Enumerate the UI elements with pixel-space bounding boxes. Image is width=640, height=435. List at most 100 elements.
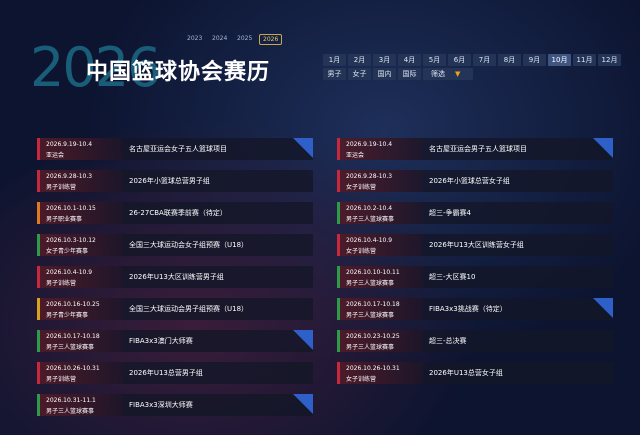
date-box: 2026.10.1-10.15 男子职业赛事 xyxy=(37,202,123,224)
event-row[interactable]: 2026.10.3-10.12 女子青少年赛事 全国三大球运动会女子组预赛（U18） xyxy=(37,234,313,256)
event-row[interactable]: 2026.10.1-10.15 男子职业赛事 26-27CBA联赛季前赛（待定） xyxy=(37,202,313,224)
event-name: 26-27CBA联赛季前赛（待定） xyxy=(129,209,227,217)
event-badge xyxy=(593,138,613,158)
date-box: 2026.10.4-10.9 女子训练营 xyxy=(337,234,423,256)
event-category: 女子训练营 xyxy=(346,248,377,255)
filter-button[interactable]: 筛选 ▼ xyxy=(423,68,473,80)
event-row[interactable]: 2026.10.17-10.18 男子三人篮球赛事 FIBA3x3挑战赛（待定） xyxy=(337,298,613,320)
event-date: 2026.10.17-10.18 xyxy=(346,301,400,308)
event-row[interactable]: 2026.10.10-10.11 男子三人篮球赛事 超三-大区赛10 xyxy=(337,266,613,288)
event-row[interactable]: 2026.9.19-10.4 亚运会 名古屋亚运会女子五人篮球项目 xyxy=(37,138,313,160)
date-box: 2026.10.17-10.18 男子三人篮球赛事 xyxy=(37,330,123,352)
event-date: 2026.10.4-10.9 xyxy=(46,269,93,276)
filter-label: 筛选 xyxy=(431,70,445,78)
event-category: 男子三人篮球赛事 xyxy=(346,280,395,287)
event-name: 名古屋亚运会女子五人篮球项目 xyxy=(129,145,227,153)
month-tab[interactable]: 7月 xyxy=(473,54,496,66)
event-category: 男子青少年赛事 xyxy=(46,312,89,319)
year-tab[interactable]: 2023 xyxy=(187,35,203,42)
month-tab[interactable]: 9月 xyxy=(523,54,546,66)
event-date: 2026.10.4-10.9 xyxy=(346,237,393,244)
event-date: 2026.10.10-10.11 xyxy=(346,269,400,276)
event-date: 2026.10.26-10.31 xyxy=(46,365,100,372)
event-name: 超三-争霸赛4 xyxy=(429,209,471,217)
event-category: 男子训练营 xyxy=(46,376,77,383)
event-date: 2026.10.17-10.18 xyxy=(46,333,100,340)
month-tab[interactable]: 3月 xyxy=(373,54,396,66)
event-category: 亚运会 xyxy=(46,152,65,159)
month-tab[interactable]: 5月 xyxy=(423,54,446,66)
event-date: 2026.10.23-10.25 xyxy=(346,333,400,340)
filter-tab[interactable]: 国际 xyxy=(398,68,421,80)
date-box: 2026.10.4-10.9 男子训练营 xyxy=(37,266,123,288)
event-name: 名古屋亚运会男子五人篮球项目 xyxy=(429,145,527,153)
page-title: 中国篮球协会赛历 xyxy=(86,60,271,85)
event-category: 女子训练营 xyxy=(346,184,377,191)
date-box: 2026.10.2-10.4 男子三人篮球赛事 xyxy=(337,202,423,224)
event-date: 2026.9.28-10.3 xyxy=(46,173,93,180)
date-box: 2026.10.23-10.25 男子三人篮球赛事 xyxy=(337,330,423,352)
event-row[interactable]: 2026.10.31-11.1 男子三人篮球赛事 FIBA3x3深圳大师赛 xyxy=(37,394,313,416)
month-tab[interactable]: 4月 xyxy=(398,54,421,66)
month-tab[interactable]: 1月 xyxy=(323,54,346,66)
event-category: 男子三人篮球赛事 xyxy=(346,344,395,351)
event-category: 男子三人篮球赛事 xyxy=(346,312,395,319)
event-row[interactable]: 2026.10.26-10.31 男子训练营 2026年U13总营男子组 xyxy=(37,362,313,384)
event-row[interactable]: 2026.10.2-10.4 男子三人篮球赛事 超三-争霸赛4 xyxy=(337,202,613,224)
event-row[interactable]: 2026.10.4-10.9 女子训练营 2026年U13大区训练营女子组 xyxy=(337,234,613,256)
event-row[interactable]: 2026.10.17-10.18 男子三人篮球赛事 FIBA3x3澳门大师赛 xyxy=(37,330,313,352)
event-row[interactable]: 2026.9.19-10.4 亚运会 名古屋亚运会男子五人篮球项目 xyxy=(337,138,613,160)
event-name: 全国三大球运动会女子组预赛（U18） xyxy=(129,241,249,249)
date-box: 2026.10.31-11.1 男子三人篮球赛事 xyxy=(37,394,123,416)
month-tab[interactable]: 8月 xyxy=(498,54,521,66)
event-category: 男子训练营 xyxy=(46,184,77,191)
event-category: 男子三人篮球赛事 xyxy=(46,344,95,351)
event-name: 超三-大区赛10 xyxy=(429,273,476,281)
date-box: 2026.9.19-10.4 亚运会 xyxy=(337,138,423,160)
event-category: 男子训练营 xyxy=(46,280,77,287)
event-row[interactable]: 2026.10.23-10.25 男子三人篮球赛事 超三-总决赛 xyxy=(337,330,613,352)
event-name: FIBA3x3澳门大师赛 xyxy=(129,337,193,345)
event-date: 2026.10.2-10.4 xyxy=(346,205,393,212)
filter-tab[interactable]: 女子 xyxy=(348,68,371,80)
event-row[interactable]: 2026.9.28-10.3 男子训练营 2026年小篮球总营男子组 xyxy=(37,170,313,192)
event-name: 2026年U13总营男子组 xyxy=(129,369,203,377)
event-date: 2026.10.3-10.12 xyxy=(46,237,96,244)
event-name: 2026年U13总营女子组 xyxy=(429,369,503,377)
event-date: 2026.10.16-10.25 xyxy=(46,301,100,308)
event-name: 2026年小篮球总营男子组 xyxy=(129,177,210,185)
event-category: 女子训练营 xyxy=(346,376,377,383)
event-date: 2026.9.28-10.3 xyxy=(346,173,393,180)
date-box: 2026.10.3-10.12 女子青少年赛事 xyxy=(37,234,123,256)
event-name: 全国三大球运动会男子组预赛（U18） xyxy=(129,305,249,313)
filter-tab[interactable]: 国内 xyxy=(373,68,396,80)
year-tab[interactable]: 2025 xyxy=(237,35,253,42)
event-name: 超三-总决赛 xyxy=(429,337,467,345)
date-box: 2026.10.26-10.31 男子训练营 xyxy=(37,362,123,384)
event-category: 男子职业赛事 xyxy=(46,216,83,223)
event-badge xyxy=(293,330,313,350)
month-tab[interactable]: 12月 xyxy=(598,54,621,66)
year-tab[interactable]: 2026 xyxy=(259,34,283,45)
date-box: 2026.9.28-10.3 男子训练营 xyxy=(37,170,123,192)
event-row[interactable]: 2026.9.28-10.3 女子训练营 2026年小篮球总营女子组 xyxy=(337,170,613,192)
event-name: 2026年小篮球总营女子组 xyxy=(429,177,510,185)
watermark: 2026 xyxy=(30,36,161,99)
year-tab[interactable]: 2024 xyxy=(212,35,228,42)
month-tab[interactable]: 6月 xyxy=(448,54,471,66)
date-box: 2026.10.16-10.25 男子青少年赛事 xyxy=(37,298,123,320)
event-category: 女子青少年赛事 xyxy=(46,248,89,255)
event-date: 2026.10.26-10.31 xyxy=(346,365,400,372)
month-tab[interactable]: 10月 xyxy=(548,54,571,66)
date-box: 2026.9.28-10.3 女子训练营 xyxy=(337,170,423,192)
event-name: 2026年U13大区训练营男子组 xyxy=(129,273,224,281)
event-row[interactable]: 2026.10.16-10.25 男子青少年赛事 全国三大球运动会男子组预赛（U18… xyxy=(37,298,313,320)
month-tab[interactable]: 11月 xyxy=(573,54,596,66)
event-badge xyxy=(293,138,313,158)
filter-tab[interactable]: 男子 xyxy=(323,68,346,80)
event-row[interactable]: 2026.10.26-10.31 女子训练营 2026年U13总营女子组 xyxy=(337,362,613,384)
date-box: 2026.10.17-10.18 男子三人篮球赛事 xyxy=(337,298,423,320)
event-row[interactable]: 2026.10.4-10.9 男子训练营 2026年U13大区训练营男子组 xyxy=(37,266,313,288)
month-tab[interactable]: 2月 xyxy=(348,54,371,66)
